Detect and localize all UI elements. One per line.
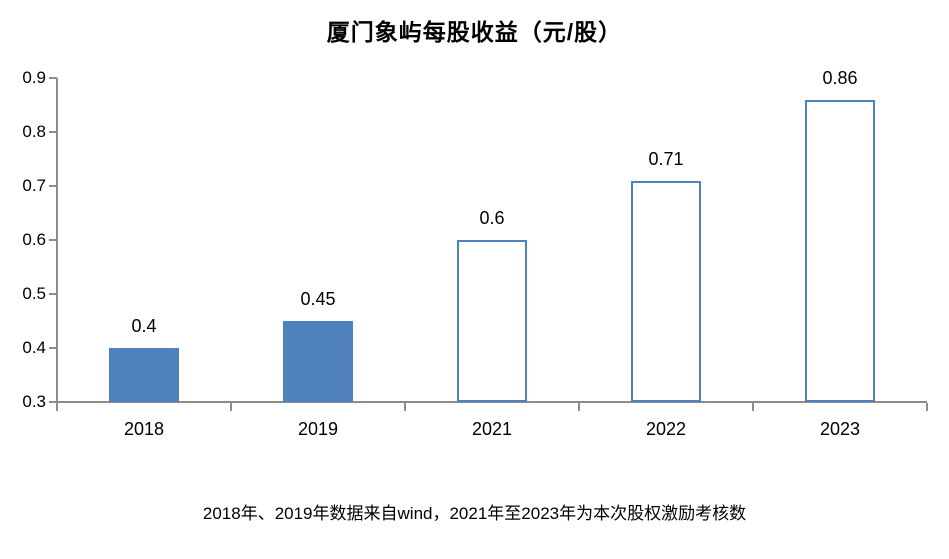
bar (805, 99, 875, 402)
y-tick (49, 347, 57, 349)
y-tick-label: 0.9 (22, 68, 46, 87)
x-tick (404, 403, 406, 411)
y-tick-label: 0.6 (22, 230, 46, 249)
bar-value-label: 0.86 (822, 67, 858, 88)
bar (109, 348, 179, 402)
x-tick (926, 403, 928, 411)
bar (283, 321, 353, 402)
x-tick-label: 2023 (819, 419, 861, 439)
bar-value-label: 0.6 (479, 208, 505, 228)
x-tick-label: 2019 (297, 419, 339, 439)
x-tick (578, 403, 580, 411)
y-tick (49, 293, 57, 295)
y-tick (49, 77, 57, 79)
x-tick-label: 2018 (123, 419, 165, 439)
y-tick-label: 0.8 (22, 122, 46, 141)
bar (457, 240, 527, 402)
y-tick-label: 0.7 (22, 176, 46, 195)
y-tick (49, 185, 57, 187)
x-tick-label: 2021 (471, 419, 513, 439)
bar (631, 180, 701, 402)
y-axis-line (56, 78, 58, 409)
y-tick-label: 0.4 (22, 338, 46, 357)
chart-title: 厦门象屿每股收益（元/股） (326, 19, 623, 45)
y-tick (49, 239, 57, 241)
bar-value-label: 0.71 (648, 148, 684, 169)
x-axis-line (56, 401, 927, 403)
x-tick (56, 403, 58, 411)
x-tick (230, 403, 232, 411)
x-tick (752, 403, 754, 411)
bar-value-label: 0.45 (300, 289, 336, 309)
y-tick (49, 401, 57, 403)
y-tick (49, 131, 57, 133)
x-tick-label: 2022 (645, 419, 687, 439)
y-tick-label: 0.3 (22, 392, 46, 411)
chart-caption: 2018年、2019年数据来自wind，2021年至2023年为本次股权激励考核… (202, 504, 747, 523)
bar-value-label: 0.4 (131, 316, 157, 336)
y-tick-label: 0.5 (22, 284, 46, 303)
